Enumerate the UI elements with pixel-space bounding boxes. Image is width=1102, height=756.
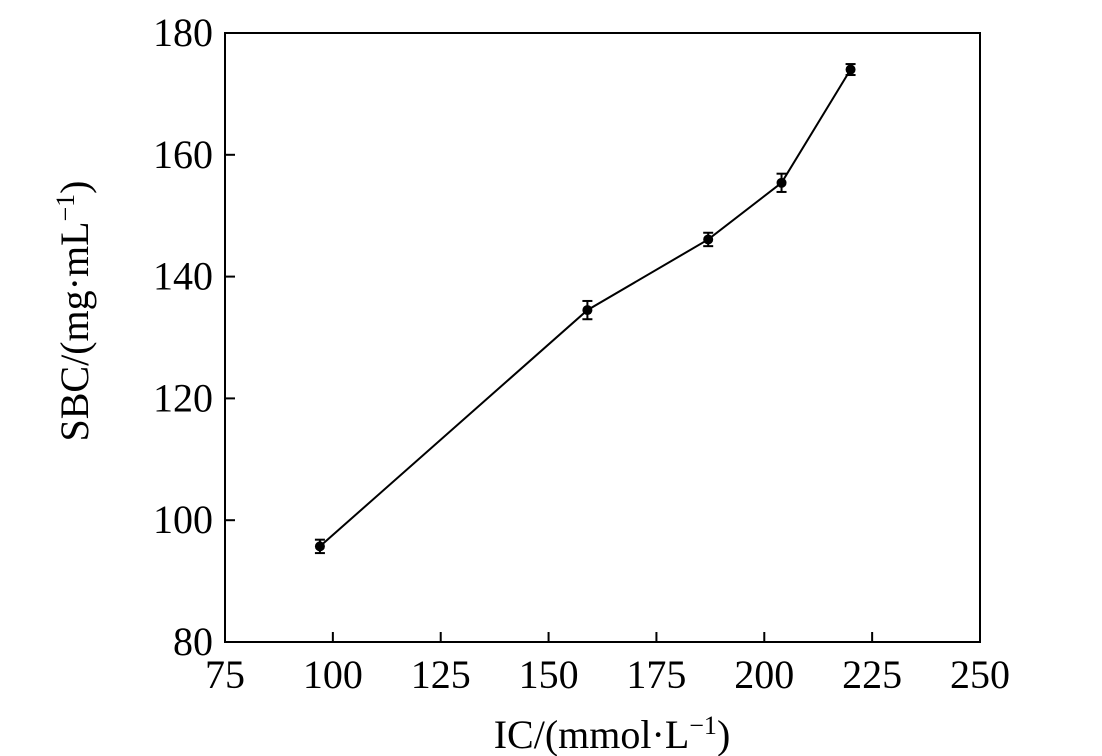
- y-axis-title-superscript: −1: [51, 194, 80, 222]
- x-tick-label: 200: [734, 652, 794, 697]
- x-tick-label: 150: [519, 652, 579, 697]
- x-axis-title: IC/(mmol·L−1): [494, 711, 731, 756]
- data-point: [314, 541, 325, 552]
- x-tick-label: 75: [205, 652, 245, 697]
- y-tick-label: 140: [153, 254, 213, 299]
- data-point: [703, 234, 714, 245]
- y-tick-label: 160: [153, 132, 213, 177]
- plot-area: [314, 63, 856, 555]
- x-tick-label: 250: [950, 652, 1010, 697]
- x-tick-label: 225: [842, 652, 902, 697]
- data-point: [776, 177, 787, 188]
- axes: 75 100 125 150 175 200 225 250 80 100 120 140 160 180: [153, 10, 1010, 697]
- data-point: [845, 64, 856, 75]
- x-axis-title-superscript: −1: [689, 711, 717, 740]
- y-tick-label: 80: [173, 619, 213, 664]
- x-tick-label: 125: [411, 652, 471, 697]
- y-tick-label: 100: [153, 497, 213, 542]
- y-axis-title-close: ): [52, 180, 97, 193]
- x-axis-title-main: IC/(mmol·L: [494, 712, 690, 756]
- y-axis-title-main: SBC/(mg·mL: [52, 221, 97, 441]
- data-point: [582, 305, 593, 316]
- plot-frame: [224, 32, 981, 643]
- x-tick-label: 100: [303, 652, 363, 697]
- x-tick-label: 175: [626, 652, 686, 697]
- y-tick-label: 180: [153, 10, 213, 55]
- x-axis-title-close: ): [717, 712, 730, 756]
- y-axis-title: SBC/(mg·mL−1): [51, 180, 97, 441]
- y-tick-label: 120: [153, 375, 213, 420]
